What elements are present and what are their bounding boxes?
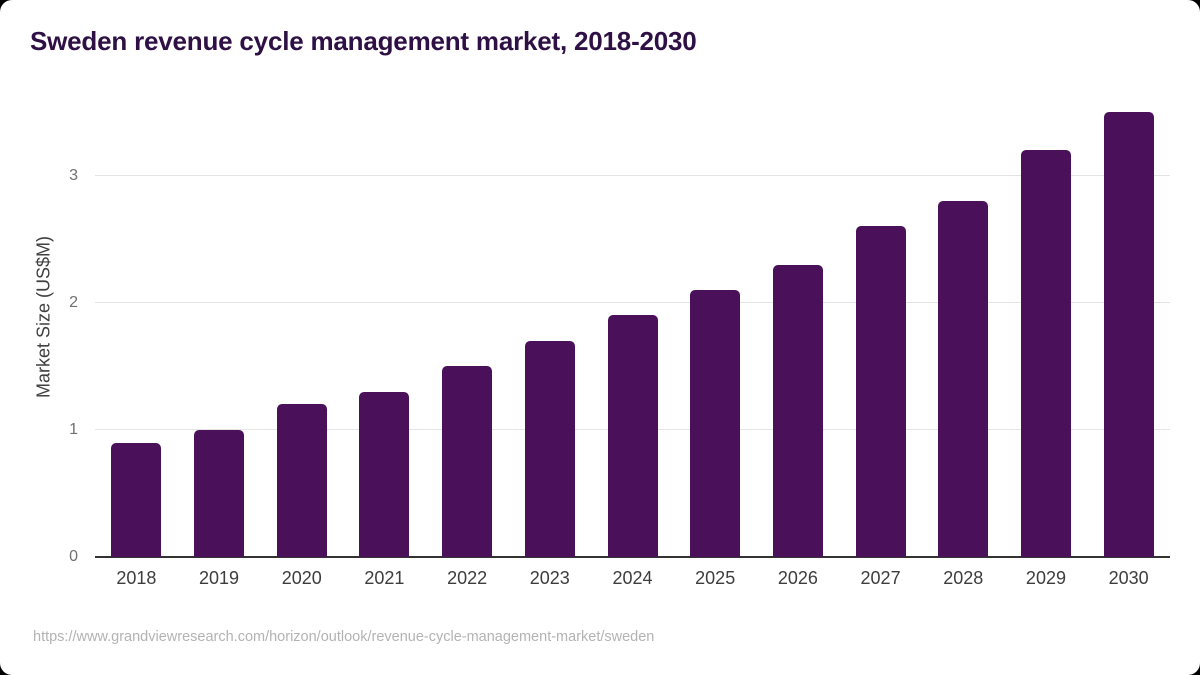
x-tick-label: 2018 [116,568,157,588]
x-tick-label: 2020 [281,568,322,588]
x-tick-label: 2030 [1108,568,1149,588]
gridline [95,301,1170,303]
bar[interactable] [1020,150,1071,557]
y-axis-ticks: 0 1 2 3 [0,112,78,565]
plot-area [95,112,1170,558]
bar[interactable] [276,404,327,557]
x-axis-labels: 2018 2019 2020 2021 2022 2023 2024 2025 2026 2027… [95,568,1170,592]
x-tick-label: 2027 [860,568,901,588]
bar[interactable] [772,264,823,557]
source-url: https://www.grandviewresearch.com/horizo… [33,629,655,645]
x-tick-label: 2025 [695,568,736,588]
y-tick-label: 2 [69,293,78,311]
x-axis-line [95,556,1170,558]
bar[interactable] [194,429,245,557]
gridline [95,174,1170,176]
x-tick-label: 2019 [199,568,240,588]
bar[interactable] [1103,112,1154,557]
y-tick-label: 0 [69,548,78,565]
x-tick-label: 2028 [943,568,984,588]
x-tick-label: 2029 [1025,568,1066,588]
x-tick-label: 2023 [529,568,570,588]
bar[interactable] [442,366,493,557]
bar[interactable] [111,442,162,557]
x-tick-label: 2024 [612,568,653,588]
y-tick-label: 3 [69,166,78,184]
bar[interactable] [855,226,906,557]
bar[interactable] [690,290,741,557]
bar[interactable] [524,340,575,557]
y-tick-label: 1 [69,420,78,438]
page-title: Sweden revenue cycle management market, … [30,26,697,56]
x-tick-label: 2026 [777,568,818,588]
bar[interactable] [359,391,410,557]
bar[interactable] [938,201,989,557]
x-tick-label: 2022 [447,568,488,588]
bar[interactable] [607,315,658,557]
x-tick-label: 2021 [364,568,405,588]
